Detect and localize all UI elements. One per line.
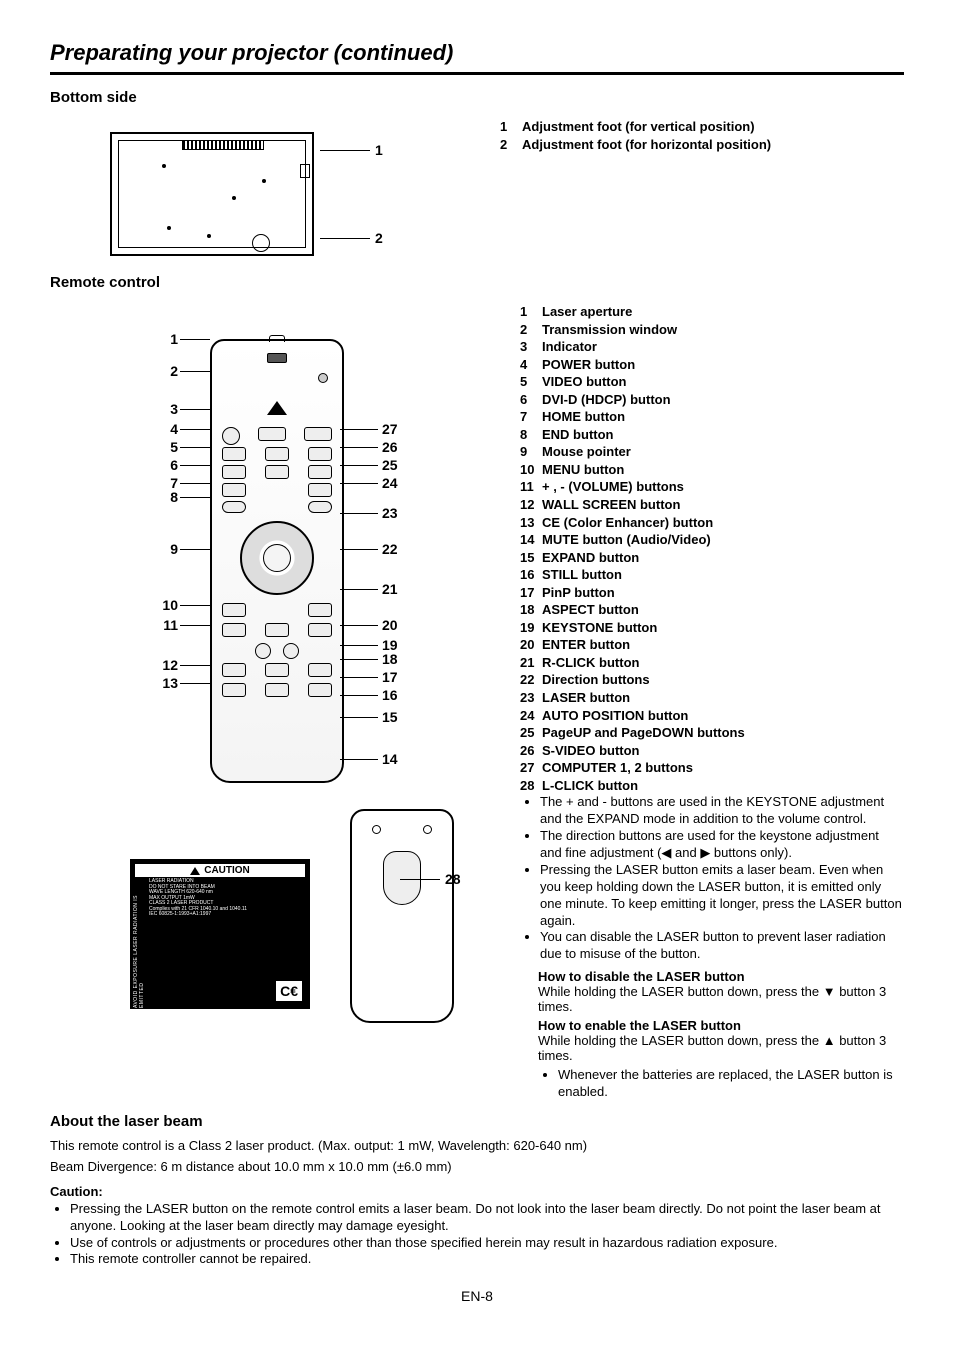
remote-label-27: 27 xyxy=(382,421,398,437)
disable-heading: How to disable the LASER button xyxy=(538,969,904,984)
remote-diagram: 12345678910111213 2726252423222120191817… xyxy=(90,299,490,1059)
remote-label-23: 23 xyxy=(382,505,398,521)
remote-label-11: 11 xyxy=(156,617,178,633)
remote-label-1: 1 xyxy=(156,331,178,347)
remote-label-24: 24 xyxy=(382,475,398,491)
remote-label-5: 5 xyxy=(156,439,178,455)
remote-label-20: 20 xyxy=(382,617,398,633)
remote-label-3: 3 xyxy=(156,401,178,417)
bottom-diagram: 1 2 xyxy=(100,114,400,264)
remote-label-21: 21 xyxy=(382,581,398,597)
remote-heading: Remote control xyxy=(50,274,904,291)
caution-label: Caution: xyxy=(50,1184,904,1199)
remote-label-25: 25 xyxy=(382,457,398,473)
remote-label-9: 9 xyxy=(156,541,178,557)
bottom-callout-list: 1Adjustment foot (for vertical position)… xyxy=(500,118,904,153)
remote-label-10: 10 xyxy=(156,597,178,613)
bottom-label-2: 2 xyxy=(375,230,383,246)
remote-label-15: 15 xyxy=(382,709,398,725)
laser-line1: This remote control is a Class 2 laser p… xyxy=(50,1138,904,1155)
remote-label-6: 6 xyxy=(156,457,178,473)
remote-label-2: 2 xyxy=(156,363,178,379)
remote-label-26: 26 xyxy=(382,439,398,455)
remote-label-17: 17 xyxy=(382,669,398,685)
remote-label-14: 14 xyxy=(382,751,398,767)
remote-label-22: 22 xyxy=(382,541,398,557)
bottom-heading: Bottom side xyxy=(50,89,904,106)
remote-label-16: 16 xyxy=(382,687,398,703)
remote-callout-list: 1Laser aperture2Transmission window3Indi… xyxy=(520,303,904,794)
nested-note: Whenever the batteries are replaced, the… xyxy=(520,1067,904,1101)
remote-label-13: 13 xyxy=(156,675,178,691)
laser-heading: About the laser beam xyxy=(50,1113,904,1130)
enable-heading: How to enable the LASER button xyxy=(538,1018,904,1033)
remote-label-4: 4 xyxy=(156,421,178,437)
laser-line2: Beam Divergence: 6 m distance about 10.0… xyxy=(50,1159,904,1176)
remote-label-28: 28 xyxy=(445,871,461,887)
title-rule xyxy=(50,72,904,75)
enable-text: While holding the LASER button down, pre… xyxy=(538,1033,904,1063)
laser-cautions: Pressing the LASER button on the remote … xyxy=(50,1201,904,1269)
bottom-label-1: 1 xyxy=(375,142,383,158)
remote-label-8: 8 xyxy=(156,489,178,505)
page-title: Preparating your projector (continued) xyxy=(50,40,904,66)
disable-text: While holding the LASER button down, pre… xyxy=(538,984,904,1014)
page-footer: EN-8 xyxy=(50,1288,904,1304)
remote-label-12: 12 xyxy=(156,657,178,673)
caution-plate: AVOID EXPOSURE LASER RADIATION IS EMITTE… xyxy=(130,859,310,1009)
remote-notes: The + and - buttons are used in the KEYS… xyxy=(520,794,904,963)
remote-label-18: 18 xyxy=(382,651,398,667)
